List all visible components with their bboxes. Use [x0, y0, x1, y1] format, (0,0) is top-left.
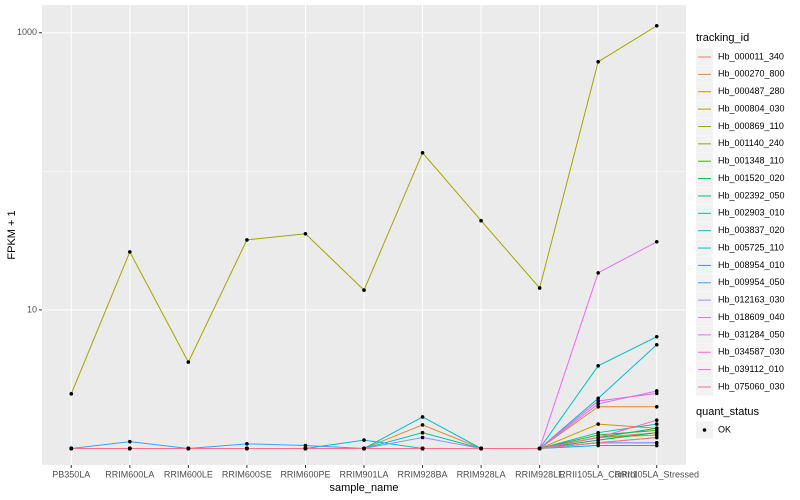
legend-shape: [702, 428, 707, 432]
data-point: [362, 438, 366, 442]
legend-label: Hb_000270_800: [718, 69, 785, 79]
data-point: [654, 404, 659, 409]
data-point: [654, 342, 659, 347]
data-point: [69, 446, 74, 451]
data-point: [69, 392, 74, 396]
data-point: [420, 151, 425, 155]
data-point: [596, 435, 600, 440]
x-tick-label: PB350LA: [52, 469, 90, 479]
data-point: [303, 232, 308, 236]
data-point: [596, 443, 600, 448]
data-point: [654, 391, 659, 396]
data-point: [596, 59, 600, 64]
legend-label: Hb_039112_010: [718, 364, 784, 374]
data-point: [596, 430, 600, 435]
legend-label: Hb_002392_050: [718, 190, 785, 200]
data-point: [186, 360, 191, 364]
data-point: [596, 402, 600, 406]
data-point: [596, 440, 600, 445]
x-tick-label: RRIM600LE: [164, 469, 213, 479]
data-point: [654, 334, 659, 339]
data-point: [362, 446, 366, 451]
x-axis-title: sample_name: [329, 482, 398, 494]
legend-label: Hb_000869_110: [718, 121, 784, 131]
legend-label: OK: [718, 424, 731, 434]
legend-label: Hb_001140_240: [718, 138, 784, 148]
data-point: [654, 435, 659, 440]
legend-label: Hb_003837_020: [718, 225, 785, 235]
data-point: [596, 399, 600, 403]
data-point: [596, 364, 600, 368]
legend-label: Hb_000011_340: [718, 51, 784, 61]
data-point: [479, 218, 483, 223]
legend-label: Hb_000804_030: [718, 103, 785, 113]
data-point: [186, 446, 191, 451]
data-point: [596, 396, 600, 401]
data-point: [654, 430, 659, 435]
data-point: [596, 422, 600, 426]
data-point: [245, 442, 249, 446]
data-point: [479, 446, 483, 451]
x-tick-label: RRIM600PE: [280, 469, 330, 479]
x-tick-label: RRIM600LA: [105, 469, 154, 479]
legend-label: Hb_075060_030: [718, 381, 785, 391]
x-tick-label: RRII105LA_Stressed: [614, 469, 699, 479]
data-point: [420, 435, 425, 440]
shape-legend-title: quant_status: [696, 406, 759, 418]
data-point: [537, 446, 542, 451]
data-point: [537, 286, 542, 290]
x-tick-label: RRIM901LA: [339, 469, 388, 479]
data-point: [654, 426, 659, 431]
legend-label: Hb_000487_280: [718, 86, 785, 96]
x-tick-label: RRII105LA_Control: [559, 469, 637, 479]
data-point: [596, 438, 600, 442]
data-point: [245, 238, 249, 242]
data-point: [654, 418, 659, 422]
legend-label: Hb_001348_110: [718, 156, 784, 166]
data-point: [596, 404, 600, 409]
legend-label: Hb_018609_040: [718, 312, 785, 322]
legend-label: Hb_031284_050: [718, 329, 785, 339]
x-tick-label: RRIM600SE: [222, 469, 272, 479]
legend-label: Hb_008954_010: [718, 260, 785, 270]
legend-label: Hb_009954_050: [718, 277, 785, 287]
y-axis-title: FPKM + 1: [6, 210, 18, 259]
data-point: [654, 440, 659, 445]
data-point: [128, 250, 132, 254]
x-tick-label: RRIM928BA: [398, 469, 448, 479]
legend-label: Hb_012163_030: [718, 295, 785, 305]
data-point: [420, 415, 425, 419]
legend-label: Hb_005725_110: [718, 242, 784, 252]
y-tick-label: 10: [27, 304, 37, 314]
legend-label: Hb_002903_010: [718, 208, 785, 218]
x-tick-label: RRIM928LA: [457, 469, 506, 479]
data-point: [654, 422, 659, 426]
legend-title: tracking_id: [696, 32, 749, 44]
data-point: [245, 446, 249, 451]
data-point: [596, 271, 600, 275]
legend-label: Hb_001520_020: [718, 173, 785, 183]
data-point: [420, 446, 425, 451]
data-point: [420, 423, 425, 427]
data-point: [128, 439, 132, 444]
data-point: [362, 288, 366, 292]
legend-label: Hb_034587_030: [718, 347, 785, 357]
x-tick-label: RRIM928LE: [515, 469, 564, 479]
y-tick-label: 1000: [17, 27, 37, 37]
data-point: [303, 443, 308, 448]
data-point: [654, 443, 659, 448]
data-point: [654, 23, 659, 28]
data-point: [654, 239, 659, 244]
data-point: [303, 446, 308, 451]
data-point: [420, 430, 425, 435]
data-point: [128, 446, 132, 451]
